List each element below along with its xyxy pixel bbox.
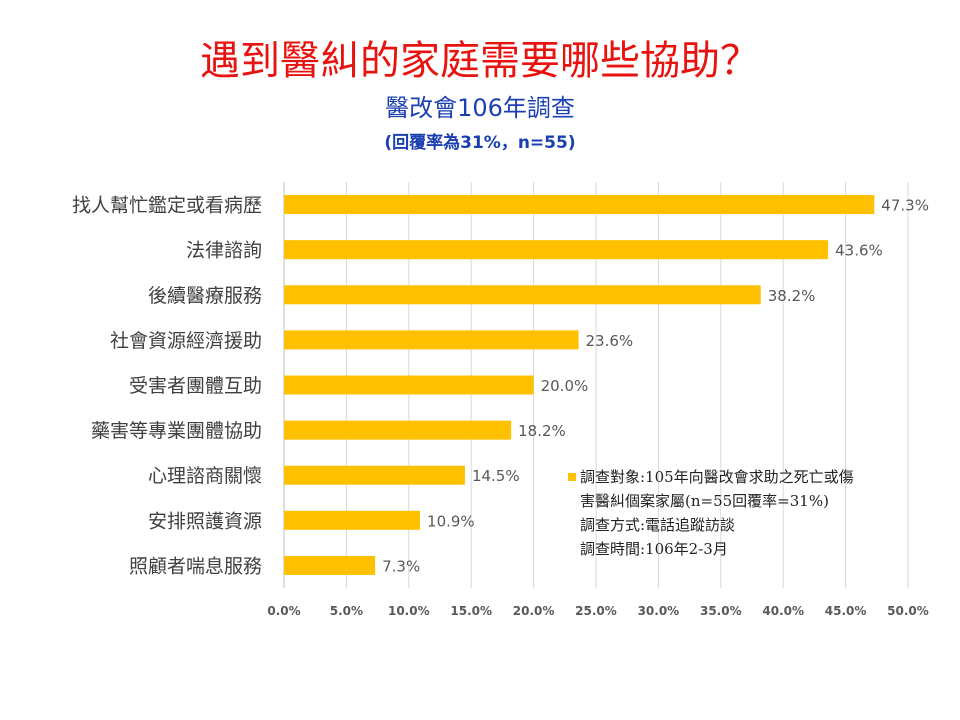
x-tick-label: 45.0% xyxy=(825,604,867,618)
bar xyxy=(284,555,376,575)
bar xyxy=(284,420,512,440)
annotation-line-text: 調查對象:105年向醫改會求助之死亡或傷 xyxy=(580,468,854,486)
category-label: 受害者團體互助 xyxy=(129,375,262,397)
x-tick-label: 40.0% xyxy=(762,604,804,618)
chart-subtitle: 醫改會106年調查 xyxy=(385,94,575,122)
data-label: 38.2% xyxy=(768,287,816,305)
x-tick-label: 10.0% xyxy=(388,604,430,618)
annotation-line: 調查方式:電話追蹤訪談 xyxy=(566,513,926,537)
bar xyxy=(284,375,534,395)
survey-annotation: 調查對象:105年向醫改會求助之死亡或傷 害醫糾個案家屬(n=55回覆率=31%… xyxy=(566,465,926,561)
bar xyxy=(284,195,875,215)
x-tick-label: 25.0% xyxy=(575,604,617,618)
data-label: 7.3% xyxy=(382,557,420,575)
x-tick-label: 0.0% xyxy=(267,604,300,618)
annotation-line-text: 調查方式:電話追蹤訪談 xyxy=(580,516,736,534)
category-label: 安排照護資源 xyxy=(148,510,262,532)
annotation-line: 調查對象:105年向醫改會求助之死亡或傷 xyxy=(566,465,926,489)
data-label: 43.6% xyxy=(835,242,883,260)
bar xyxy=(284,510,421,530)
data-label: 20.0% xyxy=(541,377,589,395)
chart-title: 遇到醫糾的家庭需要哪些協助？ xyxy=(200,38,760,84)
category-label: 社會資源經濟援助 xyxy=(110,330,262,352)
annotation-line: 調查時間:106年2-3月 xyxy=(566,537,926,561)
data-label: 23.6% xyxy=(586,332,634,350)
data-label: 47.3% xyxy=(881,197,929,215)
category-label: 後續醫療服務 xyxy=(148,285,262,307)
annotation-line: 害醫糾個案家屬(n=55回覆率=31%) xyxy=(566,489,926,513)
bar xyxy=(284,285,761,305)
category-label: 藥害等專業團體協助 xyxy=(91,420,262,442)
x-tick-label: 15.0% xyxy=(450,604,492,618)
data-label: 18.2% xyxy=(518,422,566,440)
data-label: 10.9% xyxy=(427,512,475,530)
category-label: 法律諮詢 xyxy=(186,240,262,262)
data-label: 14.5% xyxy=(472,467,520,485)
bar xyxy=(284,330,579,350)
annotation-marker xyxy=(568,473,576,481)
annotation-line-text: 調查時間:106年2-3月 xyxy=(580,540,728,558)
category-label: 找人幫忙鑑定或看病歷 xyxy=(72,195,262,217)
bar xyxy=(284,240,829,260)
bar xyxy=(284,465,465,485)
x-tick-label: 20.0% xyxy=(513,604,555,618)
response-rate-note: (回覆率為31%，n=55) xyxy=(384,133,576,153)
annotation-line-text: 害醫糾個案家屬(n=55回覆率=31%) xyxy=(580,492,829,510)
category-label: 心理諮商關懷 xyxy=(148,465,262,487)
category-label: 照顧者喘息服務 xyxy=(129,555,262,577)
x-tick-label: 50.0% xyxy=(887,604,929,618)
x-tick-label: 5.0% xyxy=(330,604,363,618)
x-tick-label: 30.0% xyxy=(638,604,680,618)
x-tick-label: 35.0% xyxy=(700,604,742,618)
